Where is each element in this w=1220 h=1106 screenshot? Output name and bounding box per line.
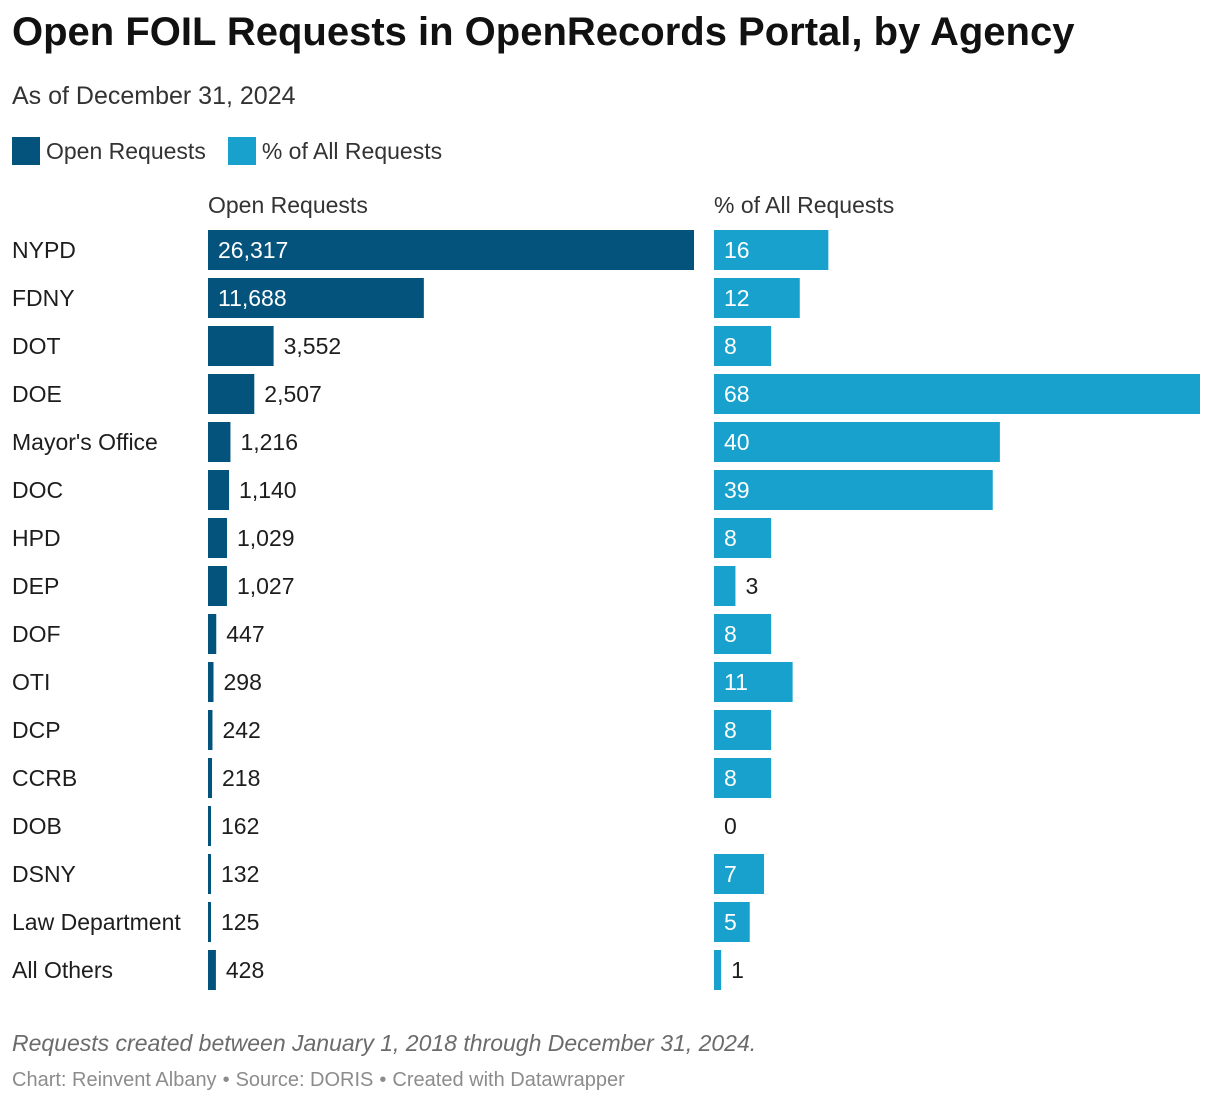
data-label-open-requests: 162 (221, 813, 259, 839)
data-label-percent-requests: 3 (745, 573, 758, 599)
legend: Open Requests % of All Requests (12, 136, 464, 166)
bar-open-requests (208, 470, 230, 510)
bar-open-requests (208, 278, 424, 318)
bar-percent-requests (714, 278, 800, 318)
chart-note: Requests created between January 1, 2018… (12, 1030, 757, 1056)
data-label-percent-requests: 8 (724, 621, 737, 647)
bar-percent-requests (714, 374, 1200, 414)
chart-subtitle: As of December 31, 2024 (12, 82, 296, 110)
data-label-open-requests: 447 (226, 621, 264, 647)
data-label-open-requests: 1,216 (240, 429, 298, 455)
bar-open-requests (208, 566, 227, 606)
bar-percent-requests (714, 854, 765, 894)
category-label: CCRB (12, 765, 77, 791)
category-label: All Others (12, 957, 113, 983)
data-label-open-requests: 1,027 (237, 573, 295, 599)
bar-open-requests (208, 710, 213, 750)
category-label: HPD (12, 525, 61, 551)
credit-chart: Chart: Reinvent Albany (12, 1069, 217, 1091)
bar-open-requests (208, 614, 217, 654)
credit-separator: • (222, 1069, 230, 1091)
data-label-percent-requests: 12 (724, 285, 750, 311)
bar-percent-requests (714, 422, 1000, 462)
data-label-percent-requests: 8 (724, 765, 737, 791)
data-label-open-requests: 428 (226, 957, 264, 983)
data-label-percent-requests: 39 (724, 477, 750, 503)
legend-item-open-requests: Open Requests (12, 137, 206, 165)
bar-percent-requests (714, 758, 772, 798)
legend-item-percent-requests: % of All Requests (227, 137, 443, 165)
bar-percent-requests (714, 566, 736, 606)
category-label: DOF (12, 621, 61, 647)
data-label-open-requests: 242 (222, 717, 260, 743)
legend-swatch-open-requests (12, 137, 40, 165)
bar-open-requests (208, 422, 231, 462)
legend-label-open-requests: Open Requests (46, 137, 206, 164)
bar-open-requests (208, 662, 214, 702)
data-label-open-requests: 1,140 (239, 477, 297, 503)
data-label-open-requests: 218 (222, 765, 260, 791)
data-label-percent-requests: 8 (724, 525, 737, 551)
bar-percent-requests (714, 662, 793, 702)
bar-percent-requests (714, 326, 772, 366)
data-label-percent-requests: 8 (724, 717, 737, 743)
data-label-open-requests: 1,029 (237, 525, 295, 551)
data-label-percent-requests: 40 (724, 429, 750, 455)
chart-title: Open FOIL Requests in OpenRecords Portal… (12, 10, 1075, 54)
category-label: FDNY (12, 285, 75, 311)
data-label-percent-requests: 7 (724, 861, 737, 887)
bar-open-requests (208, 374, 255, 414)
bar-percent-requests (714, 470, 993, 510)
bar-percent-requests (714, 902, 750, 942)
category-label: DOT (12, 333, 61, 359)
category-label: DSNY (12, 861, 76, 887)
data-label-open-requests: 2,507 (264, 381, 322, 407)
category-label: Law Department (12, 909, 181, 935)
category-label: DOE (12, 381, 62, 407)
data-label-percent-requests: 11 (724, 669, 748, 695)
legend-swatch-percent-requests (227, 137, 256, 165)
category-label: OTI (12, 669, 50, 695)
data-label-open-requests: 3,552 (284, 333, 342, 359)
bar-percent-requests (714, 230, 829, 270)
category-label: NYPD (12, 237, 76, 263)
category-label: DOB (12, 813, 62, 839)
bar-percent-requests (714, 614, 772, 654)
bar-open-requests (208, 230, 694, 270)
data-label-open-requests: 298 (224, 669, 262, 695)
category-label: DCP (12, 717, 61, 743)
bar-open-requests (208, 326, 274, 366)
data-label-open-requests: 26,317 (218, 237, 288, 263)
chart-credits: Chart: Reinvent Albany • Source: DORIS • Cre… (12, 1069, 625, 1092)
data-label-open-requests: 132 (221, 861, 259, 887)
credit-tool: Created with Datawrapper (392, 1069, 625, 1091)
credit-separator: • (379, 1069, 387, 1091)
bar-open-requests (208, 518, 228, 558)
bar-open-requests (208, 758, 213, 798)
legend-label-percent-requests: % of All Requests (261, 137, 443, 164)
bar-percent-requests (714, 950, 722, 990)
credit-source: Source: DORIS (235, 1069, 374, 1091)
data-label-percent-requests: 0 (724, 813, 737, 839)
bar-open-requests (208, 806, 211, 846)
bar-open-requests (208, 854, 211, 894)
data-label-percent-requests: 68 (724, 381, 750, 407)
category-label: DEP (12, 573, 59, 599)
data-label-percent-requests: 16 (724, 237, 750, 263)
category-label: DOC (12, 477, 63, 503)
bar-chart: Open Requests % of All Requests NYPD 26,317… (12, 192, 1200, 990)
data-label-open-requests: 125 (221, 909, 259, 935)
data-label-percent-requests: 5 (724, 909, 737, 935)
column-header-percent-requests: % of All Requests (714, 192, 894, 218)
column-header-open-requests: Open Requests (208, 192, 368, 218)
bar-percent-requests (714, 518, 772, 558)
data-label-percent-requests: 8 (724, 333, 737, 359)
data-label-percent-requests: 1 (731, 957, 744, 983)
category-label: Mayor's Office (12, 429, 158, 455)
bar-open-requests (208, 950, 216, 990)
bar-percent-requests (714, 710, 772, 750)
bar-open-requests (208, 902, 211, 942)
data-label-open-requests: 11,688 (218, 285, 287, 311)
